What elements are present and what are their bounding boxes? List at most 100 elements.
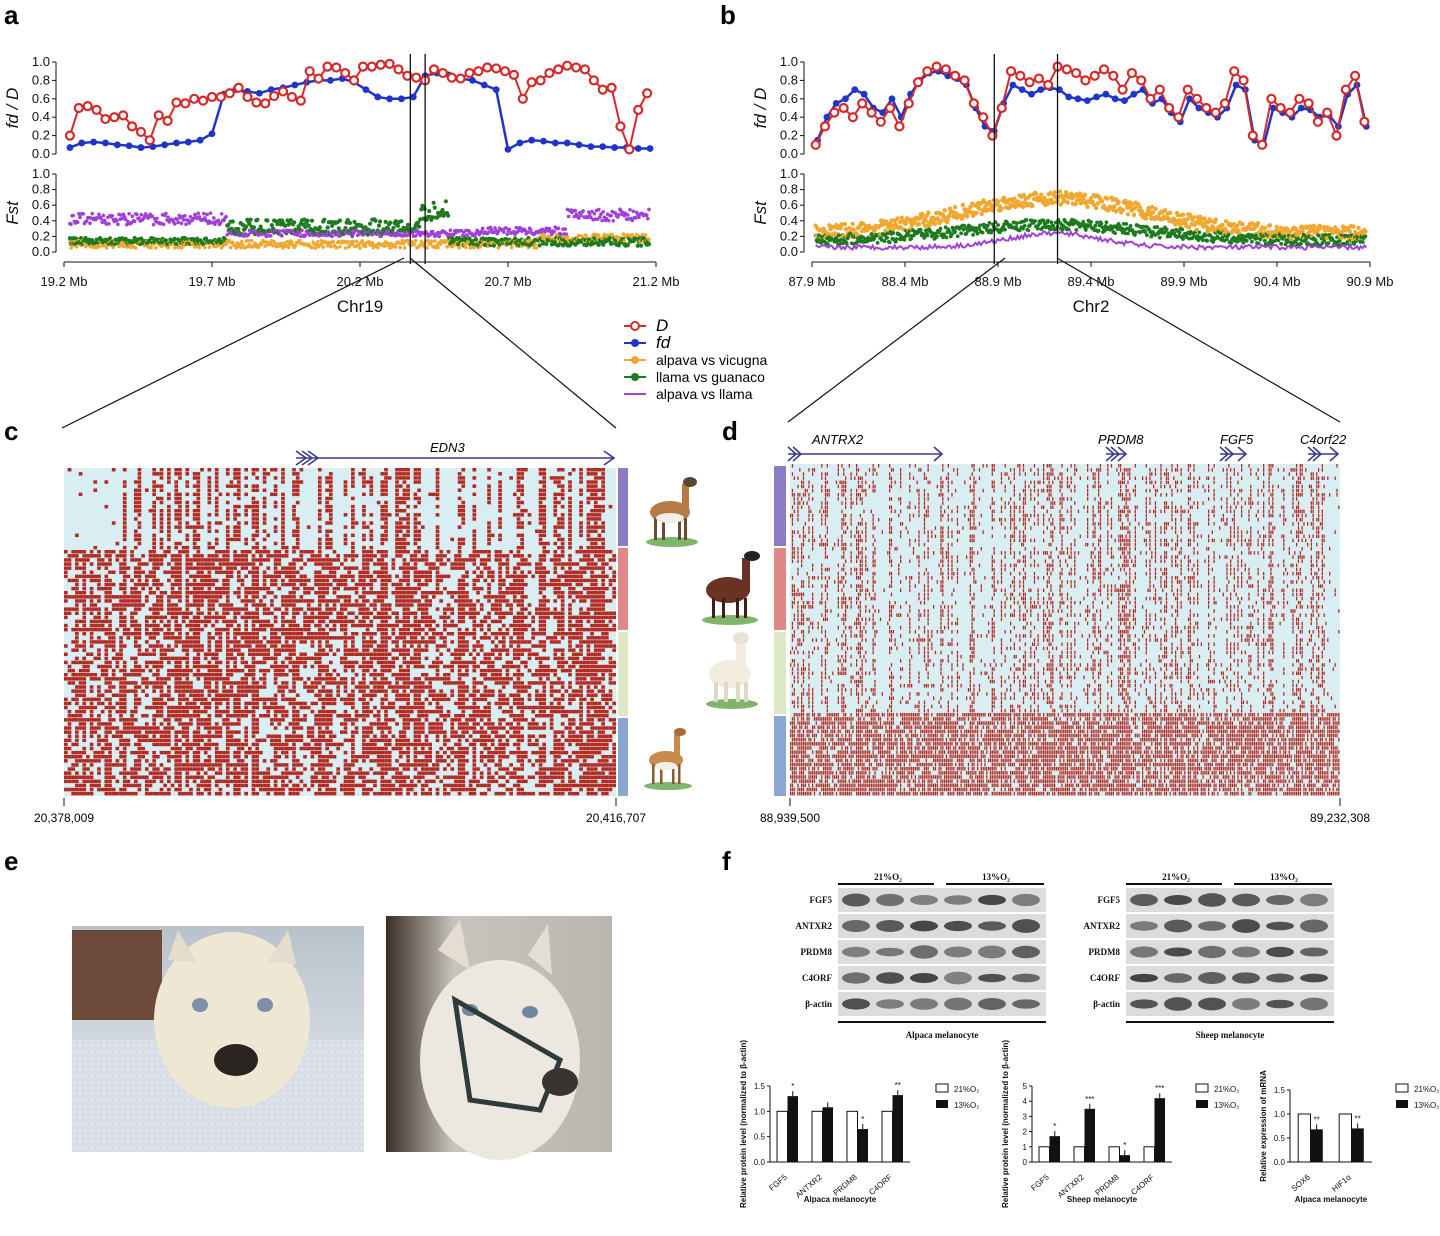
fst-alpaca-vicugna-point xyxy=(426,239,430,243)
fst-alpaca-llama-point xyxy=(646,217,650,221)
fd-point xyxy=(587,143,594,150)
fst-llama-guanaco-point xyxy=(981,231,985,235)
fst-alpaca-vicugna-point xyxy=(1144,216,1148,220)
fst-llama-guanaco-point xyxy=(249,218,253,222)
fst-alpaca-llama-point xyxy=(504,226,508,230)
fst-llama-guanaco-point xyxy=(1124,222,1128,226)
y-tick-label: 0.2 xyxy=(780,128,798,143)
fst-alpaca-vicugna-point xyxy=(610,233,614,237)
fst-alpaca-vicugna-point xyxy=(933,222,937,226)
D-point xyxy=(199,97,207,105)
fst-llama-guanaco-point xyxy=(399,219,403,223)
fst-llama-guanaco-point xyxy=(378,219,382,223)
fst-alpaca-llama-point xyxy=(205,213,209,217)
fst-alpaca-vicugna-point xyxy=(996,199,1000,203)
fst-alpaca-vicugna-point xyxy=(1116,200,1120,204)
fd-point xyxy=(185,139,192,146)
D-point xyxy=(412,74,420,82)
D-point xyxy=(252,98,260,106)
y-tick-label: 0.8 xyxy=(32,182,50,197)
fst-alpaca-vicugna-point xyxy=(1034,191,1038,195)
fst-llama-guanaco-point xyxy=(1089,220,1093,224)
fst-alpaca-vicugna-point xyxy=(943,208,947,212)
fst-llama-guanaco-point xyxy=(374,219,378,223)
fst-llama-guanaco-point xyxy=(236,227,240,231)
fst-alpaca-vicugna-point xyxy=(597,234,601,238)
fst-alpaca-vicugna-point xyxy=(439,242,443,246)
fst-alpaca-vicugna-point xyxy=(287,246,291,250)
fd-point xyxy=(505,146,512,153)
fst-alpaca-vicugna-point xyxy=(974,211,978,215)
fst-llama-guanaco-point xyxy=(837,234,841,238)
panel-letter-a: a xyxy=(4,0,19,30)
fst-alpaca-llama-point xyxy=(552,230,556,234)
D-point xyxy=(101,115,109,123)
fd-point xyxy=(67,144,74,151)
D-point xyxy=(394,65,402,73)
D-point xyxy=(66,132,74,140)
D-point xyxy=(146,136,154,144)
fd-point xyxy=(126,142,133,149)
y-tick-label: 0.0 xyxy=(32,146,50,161)
fst-alpaca-llama-point xyxy=(111,214,115,218)
x-tick-label: 19.7 Mb xyxy=(189,274,236,289)
fst-alpaca-llama-point xyxy=(107,222,111,226)
D-point xyxy=(625,145,633,153)
fst-llama-guanaco-point xyxy=(1050,220,1054,224)
D-point xyxy=(634,106,642,114)
fst-alpaca-llama-point xyxy=(202,212,206,216)
fst-alpaca-llama-point xyxy=(634,216,638,220)
fst-llama-guanaco-point xyxy=(1074,228,1078,232)
fst-alpaca-llama-point xyxy=(601,210,605,214)
panel-letter-e: e xyxy=(4,846,18,876)
fst-alpaca-vicugna-point xyxy=(247,239,251,243)
fst-alpaca-vicugna-point xyxy=(352,240,356,244)
fd-point xyxy=(516,140,523,147)
fst-llama-guanaco-point xyxy=(883,239,887,243)
y-axis-title-fst: Fst xyxy=(751,200,770,225)
D-point xyxy=(137,128,145,136)
fst-llama-guanaco-point xyxy=(1178,231,1182,235)
fst-alpaca-llama-point xyxy=(592,212,596,216)
fst-alpaca-llama-point xyxy=(626,213,630,217)
fst-alpaca-vicugna-point xyxy=(647,238,651,242)
fst-alpaca-vicugna-point xyxy=(403,246,407,250)
D-point xyxy=(501,67,509,75)
fst-alpaca-vicugna-point xyxy=(534,246,538,250)
fst-llama-guanaco-point xyxy=(292,220,296,224)
fst-alpaca-llama-point xyxy=(152,223,156,227)
fd-point xyxy=(398,95,405,102)
fst-alpaca-vicugna-point xyxy=(851,222,855,226)
fst-alpaca-llama-point xyxy=(85,219,89,223)
x-tick-label: 21.2 Mb xyxy=(633,274,680,289)
fst-alpaca-llama-point xyxy=(505,232,509,236)
D-point xyxy=(75,104,83,112)
fst-llama-guanaco-point xyxy=(305,218,309,222)
x-tick-label: 19.2 Mb xyxy=(41,274,88,289)
y-tick-label: 0.2 xyxy=(780,228,798,243)
fd-point xyxy=(386,95,393,102)
D-point xyxy=(323,63,331,71)
fst-alpaca-llama-point xyxy=(579,214,583,218)
fst-llama-guanaco-point xyxy=(231,219,235,223)
fst-llama-guanaco-point xyxy=(608,236,612,240)
fst-alpaca-vicugna-point xyxy=(1181,212,1185,216)
fst-alpaca-vicugna-point xyxy=(999,206,1003,210)
fd-point xyxy=(209,130,216,137)
D-point xyxy=(190,95,198,103)
fd-point xyxy=(540,138,547,145)
fd-point xyxy=(528,137,535,144)
fst-alpaca-vicugna-point xyxy=(1151,210,1155,214)
fst-alpaca-llama-point xyxy=(563,227,567,231)
fst-alpaca-llama-point xyxy=(617,213,621,217)
panel-letter-b: b xyxy=(720,0,736,30)
fst-llama-guanaco-point xyxy=(1180,228,1184,232)
fst-alpaca-vicugna-point xyxy=(961,203,965,207)
fst-llama-guanaco-point xyxy=(322,218,326,222)
fst-llama-guanaco-point xyxy=(976,232,980,236)
y-tick-label: 0.4 xyxy=(780,213,798,228)
D-point xyxy=(128,122,136,130)
fst-alpaca-llama-point xyxy=(611,219,615,223)
fst-alpaca-vicugna-point xyxy=(895,216,899,220)
fst-alpaca-vicugna-point xyxy=(1138,205,1142,209)
